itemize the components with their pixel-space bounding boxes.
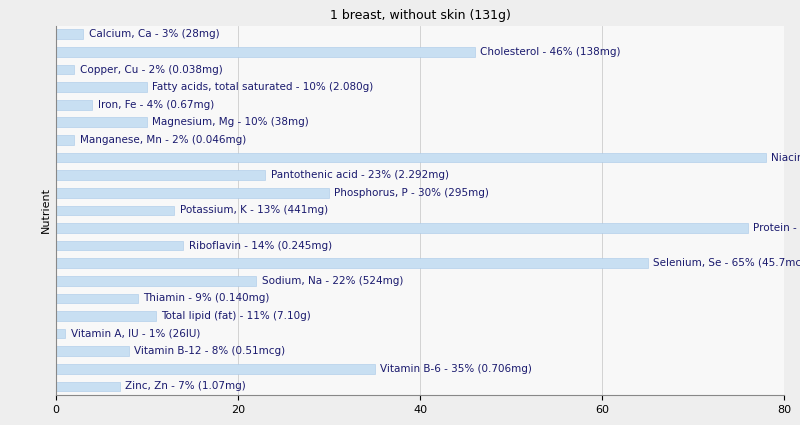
- Text: Cholesterol - 46% (138mg): Cholesterol - 46% (138mg): [480, 47, 621, 57]
- Bar: [56, 346, 129, 356]
- Text: Thiamin - 9% (0.140mg): Thiamin - 9% (0.140mg): [143, 293, 270, 303]
- Text: Selenium, Se - 65% (45.7mcg): Selenium, Se - 65% (45.7mcg): [653, 258, 800, 268]
- Bar: [56, 223, 747, 233]
- Text: Iron, Fe - 4% (0.67mg): Iron, Fe - 4% (0.67mg): [98, 100, 214, 110]
- Y-axis label: Nutrient: Nutrient: [41, 187, 50, 233]
- Text: Protein - 76% (38.04g): Protein - 76% (38.04g): [753, 223, 800, 233]
- Bar: [56, 382, 120, 391]
- Bar: [56, 364, 374, 374]
- Text: Manganese, Mn - 2% (0.046mg): Manganese, Mn - 2% (0.046mg): [80, 135, 246, 145]
- Text: Riboflavin - 14% (0.245mg): Riboflavin - 14% (0.245mg): [189, 241, 332, 251]
- Bar: [56, 117, 147, 127]
- Text: Niacin - 78% (15.506mg): Niacin - 78% (15.506mg): [771, 153, 800, 162]
- Text: Zinc, Zn - 7% (1.07mg): Zinc, Zn - 7% (1.07mg): [125, 382, 246, 391]
- Bar: [56, 170, 266, 180]
- Title: 1 breast, without skin (131g): 1 breast, without skin (131g): [330, 8, 510, 22]
- Bar: [56, 329, 65, 338]
- Text: Vitamin B-6 - 35% (0.706mg): Vitamin B-6 - 35% (0.706mg): [380, 364, 532, 374]
- Text: Calcium, Ca - 3% (28mg): Calcium, Ca - 3% (28mg): [89, 29, 219, 39]
- Bar: [56, 82, 147, 92]
- Bar: [56, 294, 138, 303]
- Bar: [56, 29, 83, 39]
- Text: Potassium, K - 13% (441mg): Potassium, K - 13% (441mg): [180, 205, 328, 215]
- Bar: [56, 206, 174, 215]
- Text: Vitamin B-12 - 8% (0.51mcg): Vitamin B-12 - 8% (0.51mcg): [134, 346, 286, 356]
- Text: Total lipid (fat) - 11% (7.10g): Total lipid (fat) - 11% (7.10g): [162, 311, 311, 321]
- Bar: [56, 276, 256, 286]
- Bar: [56, 258, 647, 268]
- Text: Fatty acids, total saturated - 10% (2.080g): Fatty acids, total saturated - 10% (2.08…: [153, 82, 374, 92]
- Text: Copper, Cu - 2% (0.038mg): Copper, Cu - 2% (0.038mg): [80, 65, 222, 74]
- Bar: [56, 135, 74, 145]
- Text: Vitamin A, IU - 1% (26IU): Vitamin A, IU - 1% (26IU): [70, 329, 200, 339]
- Bar: [56, 241, 183, 250]
- Bar: [56, 47, 474, 57]
- Text: Pantothenic acid - 23% (2.292mg): Pantothenic acid - 23% (2.292mg): [270, 170, 449, 180]
- Bar: [56, 100, 93, 110]
- Bar: [56, 65, 74, 74]
- Bar: [56, 188, 329, 198]
- Text: Sodium, Na - 22% (524mg): Sodium, Na - 22% (524mg): [262, 276, 403, 286]
- Text: Phosphorus, P - 30% (295mg): Phosphorus, P - 30% (295mg): [334, 188, 490, 198]
- Bar: [56, 311, 156, 321]
- Bar: [56, 153, 766, 162]
- Text: Magnesium, Mg - 10% (38mg): Magnesium, Mg - 10% (38mg): [153, 117, 310, 128]
